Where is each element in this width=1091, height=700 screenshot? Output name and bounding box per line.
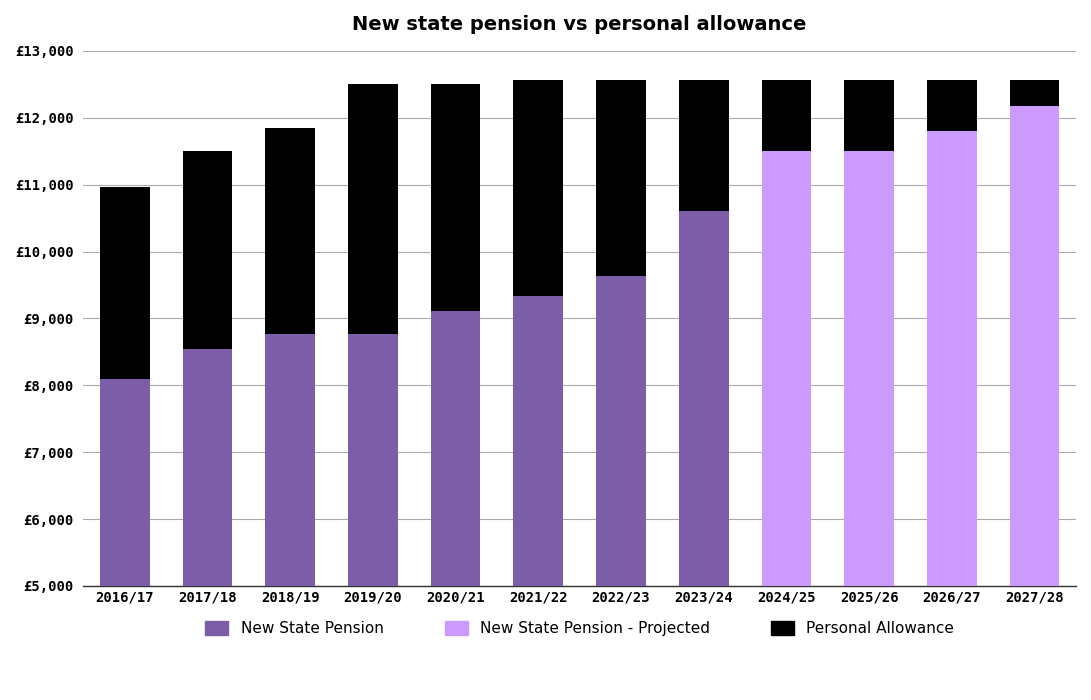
Bar (182, 349, 232, 586)
Bar (679, 211, 729, 586)
Bar (348, 334, 398, 586)
Bar (265, 334, 315, 586)
Bar (844, 151, 894, 586)
Bar (679, 80, 729, 211)
Bar (927, 131, 976, 586)
Bar (927, 80, 976, 131)
Bar (182, 151, 232, 349)
Bar (762, 151, 812, 586)
Bar (762, 80, 812, 151)
Bar (514, 295, 563, 586)
Title: New state pension vs personal allowance: New state pension vs personal allowance (352, 15, 807, 34)
Bar (265, 128, 315, 334)
Legend: New State Pension, New State Pension - Projected, Personal Allowance: New State Pension, New State Pension - P… (200, 615, 960, 643)
Bar (844, 80, 894, 151)
Bar (100, 187, 149, 379)
Bar (431, 311, 480, 586)
Bar (596, 276, 646, 586)
Bar (431, 84, 480, 311)
Bar (596, 80, 646, 276)
Bar (1010, 80, 1059, 106)
Bar (100, 379, 149, 586)
Bar (1010, 106, 1059, 586)
Bar (348, 84, 398, 334)
Bar (514, 80, 563, 295)
